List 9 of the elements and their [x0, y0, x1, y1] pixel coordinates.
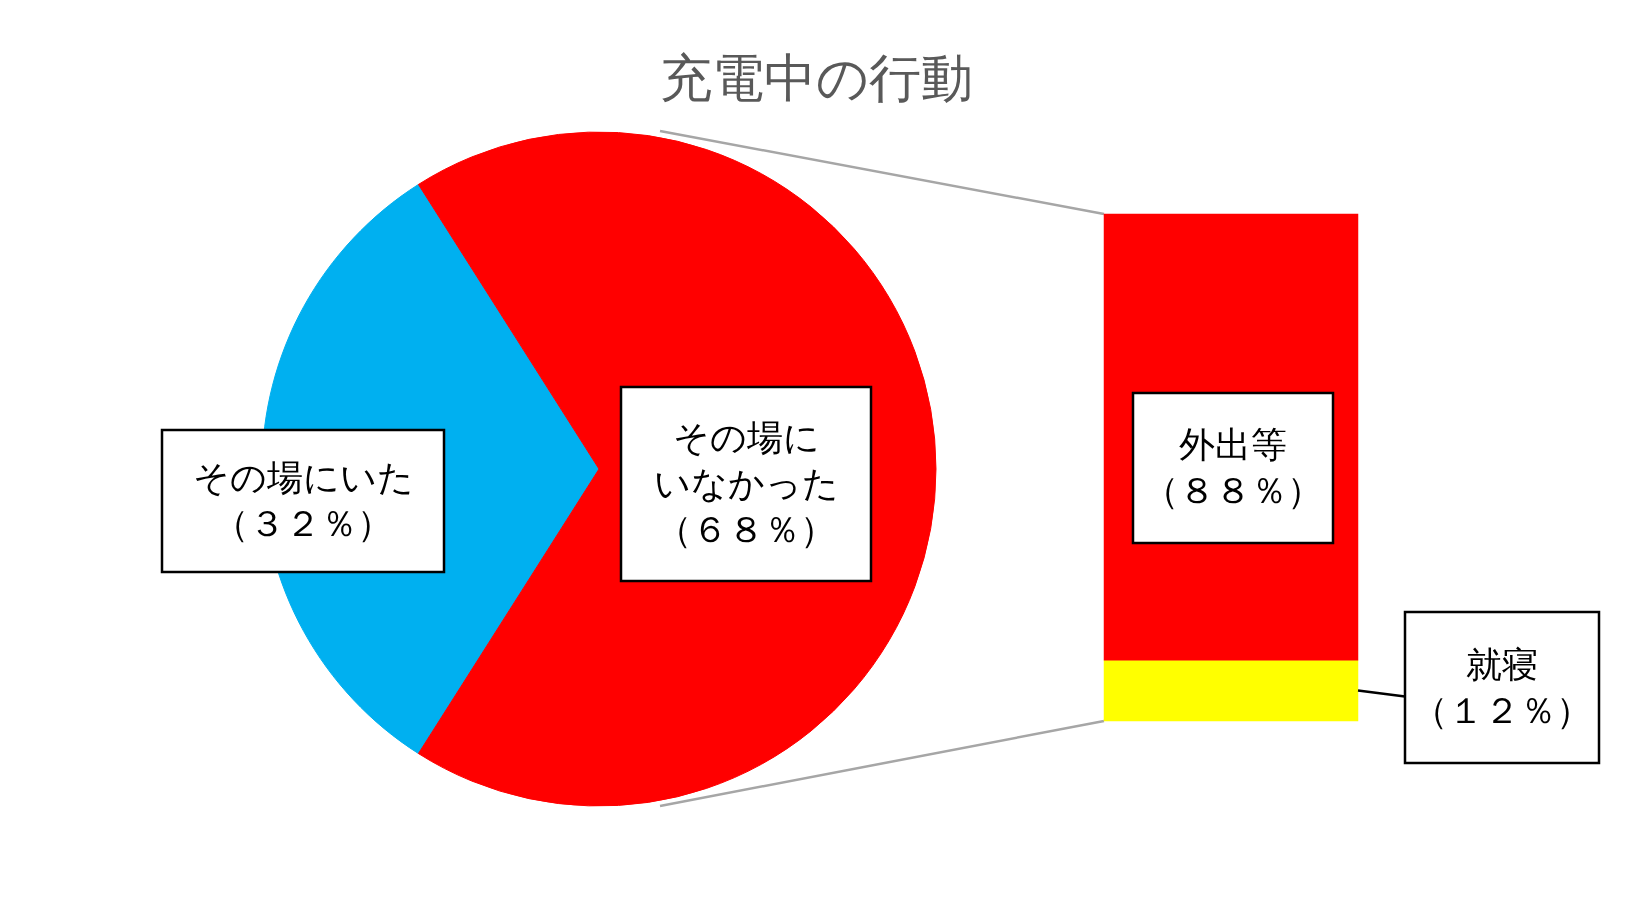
chart-title: 充電中の行動: [659, 48, 973, 108]
data-label: （３２％）: [213, 504, 393, 544]
series-label: 外出等: [1179, 425, 1287, 465]
slice-label: その場にいた: [192, 458, 414, 498]
data-label: （１２％）: [1412, 690, 1592, 731]
text: 就寝: [1466, 644, 1538, 685]
data-label: （６８％）: [656, 510, 836, 550]
slice-label: その場にいなかった: [653, 418, 839, 504]
data-label: （８８％）: [1143, 471, 1323, 511]
